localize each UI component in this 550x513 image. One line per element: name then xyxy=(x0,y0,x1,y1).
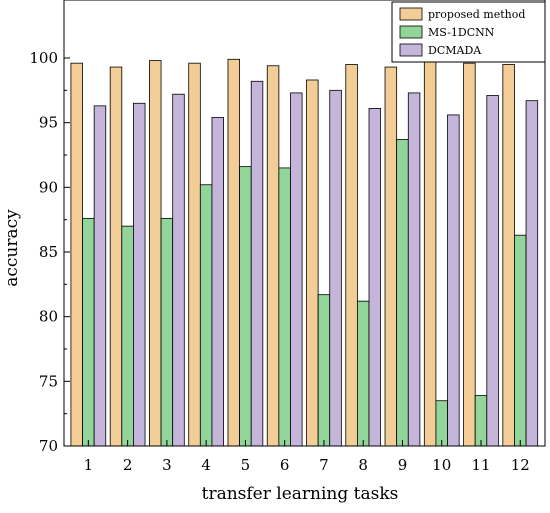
x-axis-title: transfer learning tasks xyxy=(202,484,399,504)
bar-proposed-method-task-1 xyxy=(70,62,83,447)
legend-label-ms-1dcnn: MS-1DCNN xyxy=(428,26,495,39)
bar-ms-1dcnn-task-5 xyxy=(239,166,252,447)
bar-dcmada-task-8 xyxy=(368,108,382,447)
bar-ms-1dcnn-task-1 xyxy=(82,217,95,447)
x-tick-label-1: 1 xyxy=(84,456,94,474)
legend-swatch-proposed-method xyxy=(399,7,423,21)
bar-dcmada-task-11 xyxy=(486,95,499,447)
x-tick-label-7: 7 xyxy=(319,456,329,474)
bar-dcmada-task-1 xyxy=(93,105,107,447)
bar-proposed-method-task-5 xyxy=(227,58,240,447)
bar-dcmada-task-10 xyxy=(447,114,460,447)
x-tick-label-4: 4 xyxy=(201,456,211,474)
x-tick-label-10: 10 xyxy=(432,456,451,474)
bar-dcmada-task-7 xyxy=(329,89,342,447)
bar-dcmada-task-12 xyxy=(525,100,539,447)
x-tick-label-8: 8 xyxy=(358,456,368,474)
bar-proposed-method-task-4 xyxy=(188,62,201,447)
legend: proposed method MS-1DCNN DCMADA xyxy=(391,1,546,63)
legend-swatch-ms-1dcnn xyxy=(399,25,423,39)
bar-dcmada-task-5 xyxy=(250,80,264,447)
y-tick-label-75: 75 xyxy=(39,372,58,390)
bar-proposed-method-task-6 xyxy=(266,65,280,447)
legend-label-proposed-method: proposed method xyxy=(428,8,525,21)
y-tick-label-80: 80 xyxy=(39,308,58,326)
bar-dcmada-task-2 xyxy=(133,102,146,447)
bar-ms-1dcnn-task-2 xyxy=(121,225,134,447)
bar-ms-1dcnn-task-3 xyxy=(160,217,174,447)
y-tick-label-70: 70 xyxy=(39,437,58,455)
bar-ms-1dcnn-task-8 xyxy=(356,300,370,447)
bar-proposed-method-task-2 xyxy=(109,66,123,447)
y-axis-title: accuracy xyxy=(2,209,22,287)
x-tick-label-9: 9 xyxy=(398,456,408,474)
bar-ms-1dcnn-task-6 xyxy=(278,167,291,447)
x-tick-label-2: 2 xyxy=(123,456,133,474)
bar-proposed-method-task-7 xyxy=(306,79,319,447)
bar-proposed-method-task-8 xyxy=(345,64,358,447)
x-tick-label-5: 5 xyxy=(241,456,251,474)
bar-dcmada-task-9 xyxy=(407,92,421,447)
bar-proposed-method-task-3 xyxy=(149,60,162,447)
bar-ms-1dcnn-task-12 xyxy=(514,234,527,447)
bar-dcmada-task-6 xyxy=(290,92,303,447)
bar-dcmada-task-4 xyxy=(211,117,224,447)
bar-proposed-method-task-9 xyxy=(384,66,398,447)
y-tick-label-95: 95 xyxy=(39,114,58,132)
bar-ms-1dcnn-task-4 xyxy=(199,184,213,447)
bar-ms-1dcnn-task-7 xyxy=(317,294,331,447)
bar-ms-1dcnn-task-9 xyxy=(396,139,409,447)
x-tick-label-12: 12 xyxy=(511,456,530,474)
legend-swatch-dcmada xyxy=(399,43,423,57)
y-tick-label-100: 100 xyxy=(29,49,58,67)
bar-dcmada-task-3 xyxy=(172,93,185,447)
bar-ms-1dcnn-task-10 xyxy=(435,400,448,447)
x-tick-label-6: 6 xyxy=(280,456,290,474)
y-tick-label-90: 90 xyxy=(39,178,58,196)
plot-frame xyxy=(63,0,546,447)
legend-label-dcmada: DCMADA xyxy=(428,44,482,57)
x-tick-label-11: 11 xyxy=(471,456,490,474)
bars-layer xyxy=(70,58,539,447)
x-tick-label-3: 3 xyxy=(162,456,172,474)
y-tick-label-85: 85 xyxy=(39,243,58,261)
bar-proposed-method-task-11 xyxy=(463,62,476,447)
bar-ms-1dcnn-task-11 xyxy=(474,395,488,447)
bar-proposed-method-task-12 xyxy=(502,64,515,447)
bar-proposed-method-task-10 xyxy=(423,61,437,447)
